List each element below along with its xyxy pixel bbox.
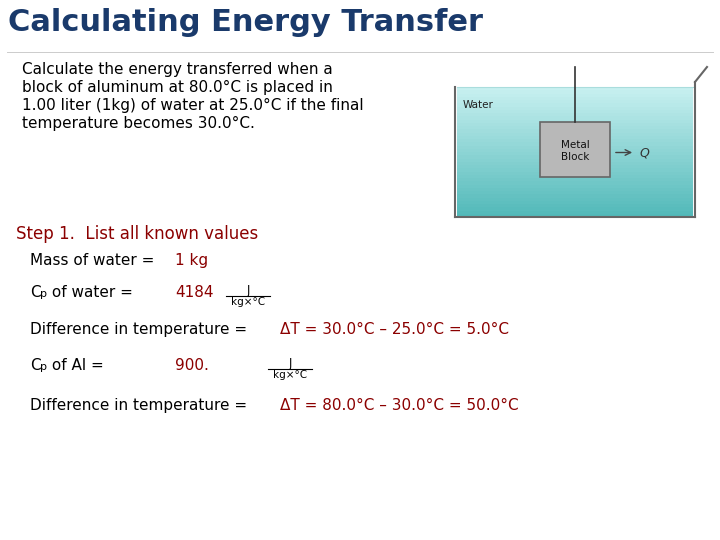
Bar <box>457 211 693 214</box>
Bar <box>457 185 693 188</box>
Bar <box>457 201 693 205</box>
Bar <box>457 194 693 198</box>
Bar <box>457 116 693 120</box>
Bar <box>457 132 693 136</box>
Bar <box>457 188 693 192</box>
Text: p: p <box>40 362 47 372</box>
Bar <box>457 100 693 104</box>
Text: block of aluminum at 80.0°C is placed in: block of aluminum at 80.0°C is placed in <box>22 80 333 95</box>
Bar <box>457 142 693 146</box>
Text: kg×°C: kg×°C <box>231 297 265 307</box>
Bar <box>457 207 693 211</box>
Text: 1.00 liter (1kg) of water at 25.0°C if the final: 1.00 liter (1kg) of water at 25.0°C if t… <box>22 98 364 113</box>
Text: J: J <box>246 284 250 297</box>
Bar <box>457 110 693 113</box>
Text: 1 kg: 1 kg <box>175 253 208 268</box>
Text: Calculating Energy Transfer: Calculating Energy Transfer <box>8 8 483 37</box>
Text: Q: Q <box>639 146 649 159</box>
Bar <box>457 175 693 179</box>
Bar <box>457 123 693 126</box>
Text: p: p <box>40 289 47 299</box>
Bar <box>540 122 610 177</box>
Bar <box>457 90 693 94</box>
Text: of Al =: of Al = <box>47 358 109 373</box>
Text: J: J <box>288 357 292 370</box>
Bar <box>457 103 693 107</box>
Text: Mass of water =: Mass of water = <box>30 253 159 268</box>
Bar <box>457 178 693 182</box>
Text: Metal: Metal <box>561 139 590 150</box>
Text: Block: Block <box>561 152 589 161</box>
Bar <box>457 162 693 165</box>
Bar <box>457 156 693 159</box>
Text: ΔT = 80.0°C – 30.0°C = 50.0°C: ΔT = 80.0°C – 30.0°C = 50.0°C <box>280 398 518 413</box>
Text: Calculate the energy transferred when a: Calculate the energy transferred when a <box>22 62 333 77</box>
Bar <box>457 181 693 185</box>
Text: C: C <box>30 358 40 373</box>
Bar <box>457 159 693 162</box>
Bar <box>457 97 693 100</box>
Text: ΔT = 30.0°C – 25.0°C = 5.0°C: ΔT = 30.0°C – 25.0°C = 5.0°C <box>280 322 509 337</box>
Bar <box>457 165 693 168</box>
Text: temperature becomes 30.0°C.: temperature becomes 30.0°C. <box>22 116 255 131</box>
Text: 4184: 4184 <box>175 285 214 300</box>
Text: Water: Water <box>463 100 494 110</box>
Bar <box>457 136 693 139</box>
Text: C: C <box>30 285 40 300</box>
Text: Step 1.  List all known values: Step 1. List all known values <box>16 225 258 243</box>
Bar <box>457 172 693 176</box>
Text: Difference in temperature =: Difference in temperature = <box>30 322 252 337</box>
Bar <box>457 93 693 97</box>
Bar <box>457 191 693 195</box>
Bar <box>457 113 693 117</box>
Bar <box>457 139 693 143</box>
Bar <box>457 204 693 208</box>
Bar <box>457 168 693 172</box>
Text: Difference in temperature =: Difference in temperature = <box>30 398 252 413</box>
Text: kg×°C: kg×°C <box>273 370 307 380</box>
Bar <box>457 126 693 130</box>
Bar <box>457 129 693 133</box>
Bar <box>457 152 693 156</box>
Bar <box>457 119 693 123</box>
Text: 900.: 900. <box>175 358 209 373</box>
Bar <box>457 106 693 110</box>
Bar <box>457 148 693 152</box>
Bar <box>457 87 693 91</box>
Bar <box>457 198 693 201</box>
Bar <box>457 145 693 149</box>
Text: of water =: of water = <box>47 285 138 300</box>
Bar <box>457 214 693 218</box>
